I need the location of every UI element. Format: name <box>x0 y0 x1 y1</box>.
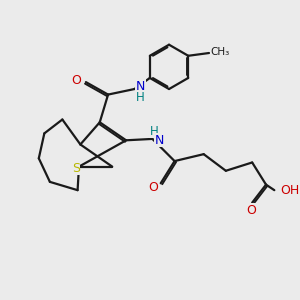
Text: O: O <box>148 181 158 194</box>
Text: OH: OH <box>280 184 300 197</box>
Text: H: H <box>149 125 158 138</box>
Text: O: O <box>71 74 81 87</box>
Text: H: H <box>136 91 145 104</box>
Text: N: N <box>136 80 145 93</box>
Text: S: S <box>72 161 80 175</box>
Text: CH₃: CH₃ <box>210 47 230 58</box>
Text: O: O <box>246 204 256 217</box>
Text: N: N <box>155 134 164 147</box>
